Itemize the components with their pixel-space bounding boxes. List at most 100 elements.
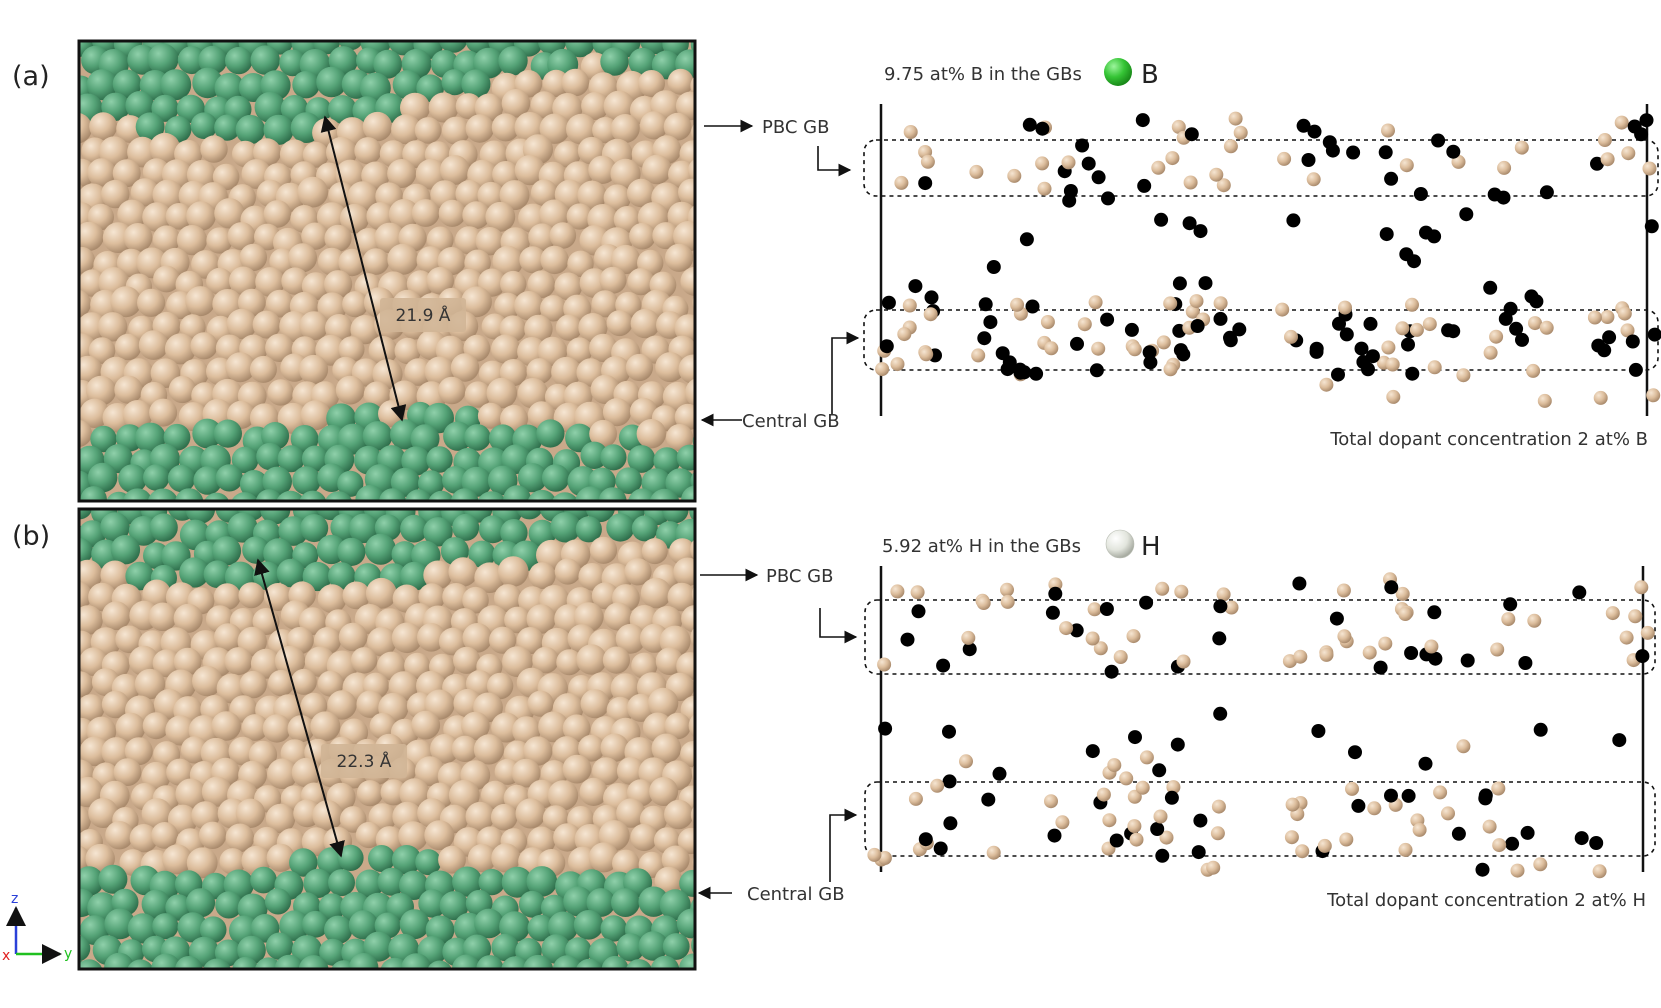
gb-matrix-atom (1155, 581, 1170, 596)
gb-atom (79, 935, 91, 962)
z-axis-label: z (11, 891, 18, 907)
grain-atom (700, 823, 731, 854)
grain-atom (48, 398, 78, 428)
gb-matrix-atom (1317, 838, 1332, 853)
gb-matrix-atom (1007, 168, 1022, 183)
grain-atom (461, 286, 492, 318)
gb-atom (141, 889, 171, 919)
gb-atom (175, 488, 204, 501)
grain-atom (430, 734, 460, 764)
grain-atom (729, 225, 756, 252)
gb-atom (42, 892, 72, 922)
gb-dopant-atom (1572, 585, 1587, 600)
grain-atom (48, 136, 78, 166)
grain-atom (38, 760, 67, 789)
gb-atom (479, 6, 505, 32)
grain-atom (724, 265, 753, 294)
grain-atom (423, 560, 453, 590)
gb-dopant-atom (878, 721, 893, 736)
gb-atom (627, 445, 656, 473)
gb-atom (536, 419, 565, 448)
gb-dopant-atom (1529, 294, 1544, 309)
gb-dopant-atom (986, 260, 1001, 274)
gb-atom (232, 956, 259, 969)
gb-dopant-atom (1647, 327, 1661, 342)
gb-dopant-atom (1150, 822, 1165, 836)
gb-matrix-atom (1159, 830, 1174, 845)
gb-dopant-atom (908, 279, 923, 294)
grain-atom (725, 653, 752, 680)
gb-dopant-atom (1135, 113, 1150, 128)
grain-atom (362, 111, 393, 142)
panel-a-distance-label: 21.9 Å (396, 304, 451, 326)
grain-atom (680, 266, 695, 296)
grain-atom (79, 736, 110, 767)
grain-atom (692, 294, 695, 311)
grain-atom (105, 821, 134, 850)
gb-dopant-atom (1301, 153, 1316, 167)
gb-atom (702, 913, 728, 939)
gb-atom (68, 981, 98, 1008)
grain-atom (438, 845, 466, 874)
gb-atom (362, 421, 393, 451)
grain-atom (590, 374, 620, 404)
gb-atom (676, 444, 695, 471)
gb-dopant-atom (1212, 631, 1227, 646)
grain-atom (79, 289, 91, 318)
gb-matrix-atom (1319, 377, 1334, 392)
grain-atom (649, 777, 679, 806)
gb-atom (160, 69, 192, 101)
gb-matrix-atom (1490, 642, 1505, 657)
gb-atom (328, 869, 355, 897)
gb-atom (239, 470, 269, 499)
gb-atom (118, 977, 145, 1004)
gb-atom (405, 489, 432, 501)
gb-matrix-atom (1284, 830, 1299, 845)
grain-atom (527, 270, 556, 299)
gb-dopant-atom (1518, 656, 1533, 670)
gb-matrix-atom (877, 851, 892, 865)
grain-atom (79, 671, 94, 698)
grain-atom (115, 712, 146, 743)
gb-atom (631, 515, 658, 542)
panel-a-gb-atoms (875, 111, 1661, 408)
gb-dopant-atom (1190, 319, 1205, 333)
grain-atom (580, 689, 610, 719)
gb-dopant-atom (1000, 362, 1015, 377)
gb-atom (231, 492, 259, 501)
gb-atom (348, 513, 379, 544)
gb-dopant-atom (1104, 664, 1119, 679)
gb-matrix-atom (1151, 160, 1166, 175)
grain-atom (124, 737, 153, 766)
gb-dopant-atom (1348, 745, 1362, 760)
gb-matrix-atom (1628, 609, 1643, 624)
gb-matrix-atom (1044, 794, 1058, 809)
gb-dopant-atom (1384, 788, 1398, 803)
panel-b-snapshot: 22.3 Å (38, 507, 752, 1008)
gb-atom (461, 69, 491, 99)
panel-a-pbc-label: PBC GB (762, 117, 829, 138)
gb-matrix-atom (1634, 580, 1649, 595)
gb-dopant-atom (1191, 845, 1206, 860)
grain-atom (138, 330, 169, 360)
gb-matrix-atom (1213, 296, 1228, 311)
grain-atom (402, 140, 430, 169)
gb-matrix-atom (1275, 302, 1290, 317)
grain-atom (114, 333, 142, 361)
grain-atom (713, 540, 739, 566)
gb-dopant-atom (1309, 344, 1324, 359)
gb-dopant-atom (1612, 733, 1627, 748)
gb-atom (304, 5, 335, 36)
panel-b-gb-view: 5.92 at% H in the GBs H Total dopant con… (819, 529, 1656, 911)
gb-matrix-atom (1385, 357, 1400, 372)
grain-atom (42, 625, 72, 655)
grain-atom (473, 734, 504, 765)
gb-atom (628, 47, 657, 77)
grain-atom (186, 201, 216, 231)
gb-atom (601, 955, 629, 969)
grain-atom (152, 649, 181, 678)
gb-atom (586, 888, 616, 917)
gb-atom (41, 977, 72, 1008)
grain-atom (43, 801, 70, 828)
gb-matrix-atom (1642, 161, 1657, 176)
